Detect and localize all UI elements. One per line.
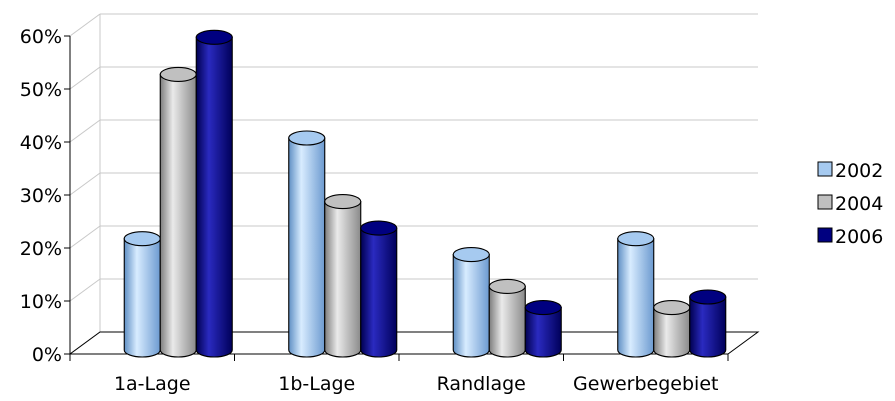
bar [324, 194, 362, 358]
legend: 2002 2004 2006 [817, 160, 883, 248]
gridline-side [69, 13, 101, 37]
x-tick-label: Randlage [437, 373, 526, 395]
bar [524, 300, 562, 358]
bar-body [123, 238, 161, 358]
bar-body [324, 201, 362, 358]
legend-label: 2006 [835, 226, 883, 248]
y-tick-label: 0% [32, 344, 62, 366]
legend-label: 2002 [835, 160, 883, 182]
bar-top [689, 289, 727, 305]
y-tick-label: 30% [20, 185, 62, 207]
legend-swatch [817, 194, 833, 210]
bar [159, 66, 197, 358]
bar-body [288, 137, 326, 358]
bar [488, 278, 526, 358]
bar-body [159, 73, 197, 358]
bar [653, 300, 691, 358]
bar [617, 231, 655, 358]
bar-top [195, 29, 233, 45]
bar-top [324, 194, 362, 210]
bar-top [524, 300, 562, 316]
gridline-side [69, 278, 101, 302]
bar-body [488, 285, 526, 358]
gridline-side [69, 225, 101, 249]
bar-top [452, 247, 490, 263]
gridline-side [69, 172, 101, 196]
bar-top [617, 231, 655, 247]
bar-top [123, 231, 161, 247]
bars [123, 29, 727, 358]
bar-top [288, 130, 326, 146]
axis-labels: 0% 10% 20% 30% 40% 50% 60% 1a-Lage 1b-Lage Randla… [20, 26, 719, 395]
bar-body [452, 254, 490, 358]
legend-label: 2004 [835, 193, 883, 215]
y-tick-label: 10% [20, 291, 62, 313]
bar-top [159, 66, 197, 82]
y-tick-label: 60% [20, 26, 62, 48]
bar-top [653, 300, 691, 316]
bar [689, 289, 727, 358]
gridline-side [69, 119, 101, 143]
bar-top [488, 278, 526, 294]
bar-body [360, 227, 398, 358]
x-tick-label: 1b-Lage [278, 373, 355, 395]
y-tick-label: 40% [20, 132, 62, 154]
gridline-side [69, 66, 101, 90]
y-tick-label: 20% [20, 238, 62, 260]
bar-body [689, 296, 727, 358]
bar [123, 231, 161, 358]
bar-top [360, 220, 398, 236]
bar [195, 29, 233, 358]
x-tick-label: Gewerbegebiet [573, 373, 718, 395]
y-tick-label: 50% [20, 79, 62, 101]
legend-swatch [817, 161, 833, 177]
bar-body [195, 36, 233, 358]
x-tick-label: 1a-Lage [114, 373, 191, 395]
legend-swatch [817, 227, 833, 243]
bar [360, 220, 398, 358]
bar-body [617, 238, 655, 358]
bar-body [524, 307, 562, 358]
bar [288, 130, 326, 358]
bar [452, 247, 490, 358]
